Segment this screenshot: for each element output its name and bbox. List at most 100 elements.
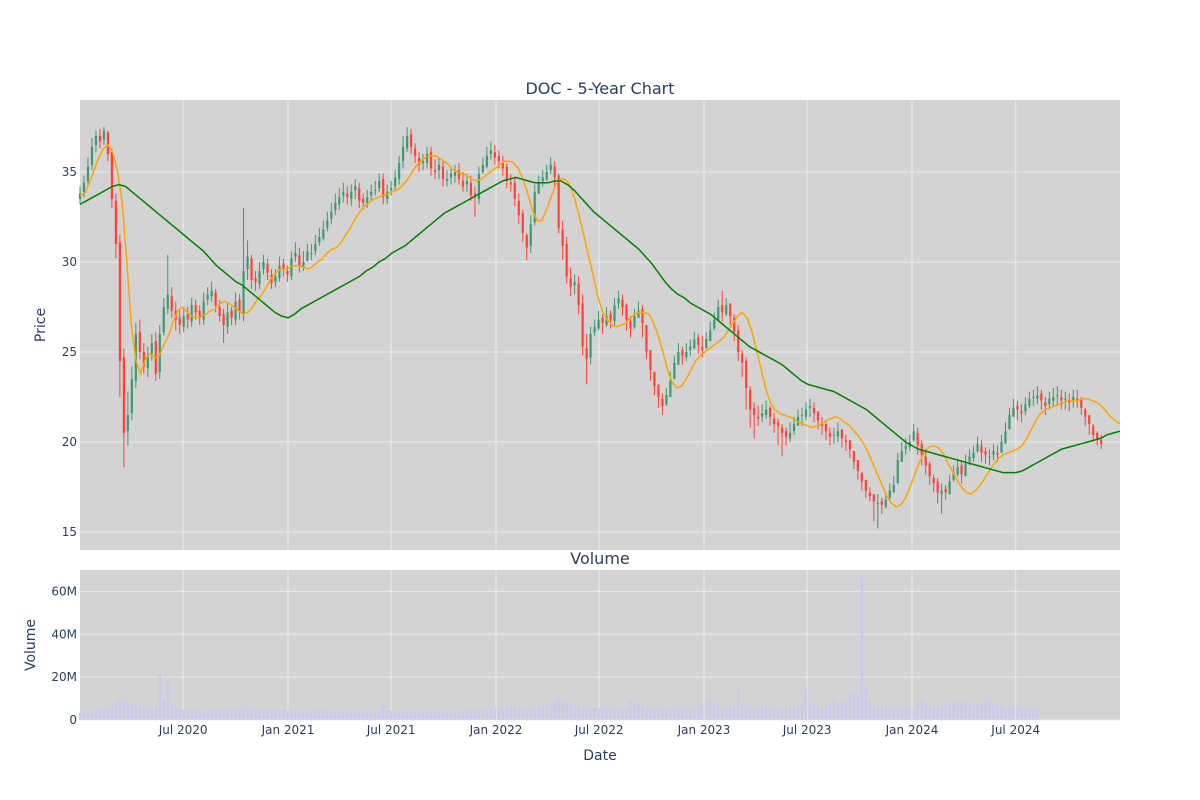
volume-bar bbox=[741, 705, 744, 720]
candle-body bbox=[409, 134, 413, 147]
volume-bar bbox=[709, 698, 712, 720]
volume-bar bbox=[334, 711, 337, 720]
candle bbox=[402, 136, 405, 169]
candle bbox=[294, 242, 297, 262]
volume-bar bbox=[557, 698, 560, 720]
candle bbox=[406, 127, 409, 153]
volume-bar bbox=[800, 705, 804, 720]
candle bbox=[697, 334, 700, 354]
candle bbox=[749, 386, 752, 428]
volume-bar bbox=[330, 711, 333, 720]
candle bbox=[765, 400, 768, 419]
volume-bar bbox=[366, 711, 369, 720]
candle-body bbox=[78, 193, 82, 199]
volume-bar bbox=[645, 706, 648, 720]
candle bbox=[398, 155, 401, 185]
volume-bar bbox=[657, 708, 660, 720]
volume-bar bbox=[477, 710, 480, 720]
volume-bar bbox=[178, 709, 181, 720]
volume-plot-background bbox=[80, 570, 1120, 720]
volume-y-tick-label: 20M bbox=[51, 670, 77, 684]
candle-body bbox=[86, 166, 90, 181]
candle bbox=[836, 422, 840, 442]
candle bbox=[314, 235, 317, 255]
candle-body bbox=[792, 424, 796, 432]
candle bbox=[190, 298, 193, 327]
volume-bar bbox=[517, 708, 520, 720]
price-chart-title: DOC - 5-Year Chart bbox=[525, 79, 674, 98]
volume-bar bbox=[210, 710, 213, 720]
volume-bar bbox=[409, 711, 413, 720]
volume-bar bbox=[306, 711, 309, 720]
candle bbox=[246, 240, 249, 280]
candle bbox=[757, 406, 760, 426]
candle-body bbox=[186, 314, 189, 320]
volume-bar bbox=[976, 703, 979, 720]
candle-body bbox=[342, 191, 345, 196]
candle-body bbox=[1016, 406, 1019, 410]
candle-body bbox=[314, 244, 317, 252]
candle bbox=[413, 143, 417, 163]
candle-body bbox=[697, 337, 700, 345]
volume-bar bbox=[473, 710, 477, 720]
candle bbox=[804, 402, 808, 421]
candle bbox=[445, 170, 449, 187]
candle bbox=[637, 301, 640, 318]
candle bbox=[226, 303, 229, 334]
candle-body bbox=[757, 416, 760, 419]
candle bbox=[354, 179, 357, 199]
volume-bar bbox=[565, 701, 568, 720]
candle-body bbox=[737, 330, 740, 352]
candle-body bbox=[617, 298, 620, 304]
volume-bar bbox=[729, 707, 732, 720]
candle bbox=[828, 427, 832, 446]
candle-body bbox=[884, 499, 887, 507]
candle-body bbox=[625, 305, 628, 320]
volume-bar bbox=[246, 707, 249, 720]
candle-body bbox=[465, 181, 469, 185]
candle-body bbox=[485, 155, 488, 167]
volume-bar bbox=[816, 706, 820, 720]
volume-bar bbox=[968, 703, 971, 720]
candle-body bbox=[649, 350, 652, 370]
candle-body bbox=[948, 481, 951, 495]
candle-body bbox=[138, 332, 141, 352]
volume-y-tick-label: 0 bbox=[69, 713, 77, 727]
volume-y-tick-label: 40M bbox=[51, 627, 77, 641]
volume-bar bbox=[745, 707, 748, 720]
candle-body bbox=[1052, 397, 1055, 401]
volume-y-tick-label: 60M bbox=[51, 584, 77, 598]
candle-body bbox=[880, 501, 883, 505]
candle-body bbox=[956, 467, 959, 475]
short-moving-average-line bbox=[79, 143, 1121, 508]
candle bbox=[844, 434, 847, 451]
volume-bar bbox=[1032, 709, 1035, 720]
candle bbox=[812, 402, 816, 423]
candle-body bbox=[553, 166, 556, 178]
volume-bar bbox=[413, 711, 417, 720]
candle-body bbox=[234, 301, 237, 320]
candle bbox=[146, 346, 149, 378]
volume-bar bbox=[900, 708, 903, 720]
candle-body bbox=[437, 164, 441, 171]
candle-body bbox=[481, 164, 484, 172]
candle-body bbox=[657, 384, 660, 397]
candle-body bbox=[832, 434, 836, 436]
candle bbox=[832, 427, 836, 444]
volume-bar bbox=[621, 709, 624, 720]
candle-body bbox=[992, 451, 995, 455]
volume-bar bbox=[725, 707, 728, 720]
volume-bar bbox=[274, 709, 277, 720]
candle-body bbox=[350, 191, 353, 199]
volume-bar bbox=[820, 707, 824, 720]
candle-body bbox=[828, 433, 832, 437]
candle bbox=[1024, 397, 1027, 415]
candle bbox=[338, 188, 341, 210]
candle bbox=[489, 141, 492, 160]
volume-bar bbox=[840, 703, 844, 720]
volume-bar bbox=[94, 710, 98, 720]
volume-chart-title: Volume bbox=[570, 549, 630, 568]
candle-body bbox=[330, 211, 333, 219]
candle bbox=[210, 281, 213, 302]
candle bbox=[761, 404, 764, 423]
